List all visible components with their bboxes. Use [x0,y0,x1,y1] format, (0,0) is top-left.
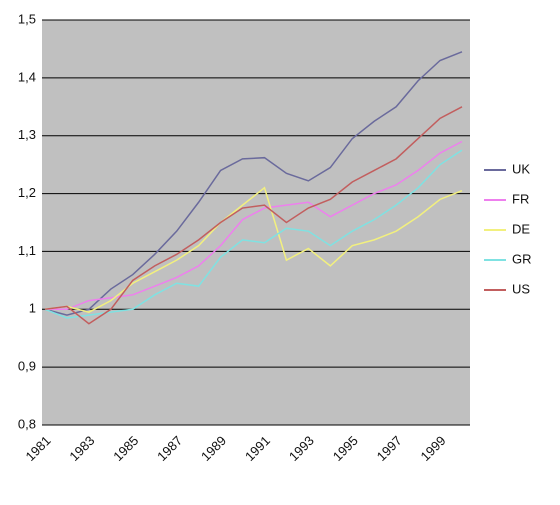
x-tick-label: 1993 [286,433,317,464]
y-tick-label: 1,4 [18,69,36,84]
y-tick-label: 1,1 [18,243,36,258]
legend-label: GR [512,251,532,266]
x-tick-label: 1985 [110,433,141,464]
x-tick-label: 1987 [154,433,185,464]
series-line [44,106,463,325]
y-tick-label: 1,3 [18,127,36,142]
x-tick-label: 1981 [22,433,53,464]
series-line [44,149,463,319]
series-line [44,186,463,313]
x-tick-label: 1991 [242,433,273,464]
y-tick-label: 0,8 [18,416,36,431]
legend-label: UK [512,161,530,176]
plot-area [42,20,470,425]
y-tick-label: 1 [29,301,36,316]
x-tick-label: 1989 [198,433,229,464]
x-tick-label: 1997 [374,433,405,464]
x-tick-label: 1999 [418,433,449,464]
y-tick-label: 0,9 [18,359,36,374]
series-line [44,51,463,316]
legend-label: US [512,281,530,296]
legend-label: DE [512,221,530,236]
x-tick-label: 1995 [330,433,361,464]
y-tick-label: 1,2 [18,185,36,200]
legend-label: FR [512,191,529,206]
y-tick-label: 1,5 [18,11,36,26]
x-tick-label: 1983 [66,433,97,464]
